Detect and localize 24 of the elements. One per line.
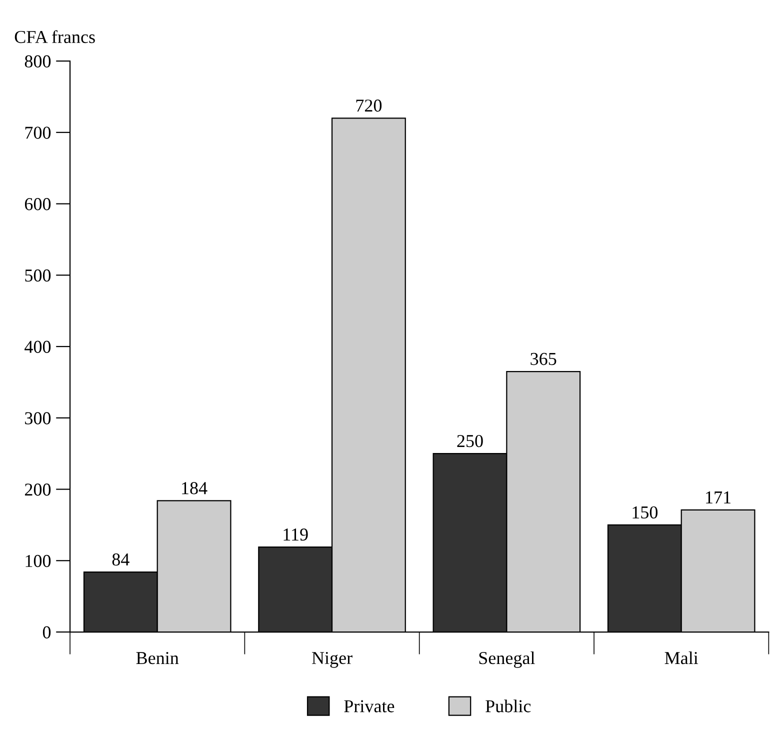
y-tick-label: 100 (26, 554, 51, 568)
y-tick-label: 700 (25, 126, 51, 139)
x-tick-label: Niger (312, 652, 352, 668)
data-label: 250 (457, 434, 483, 448)
y-tick-label: 0 (42, 626, 51, 638)
data-label: 171 (706, 491, 730, 504)
data-label: 119 (284, 528, 308, 541)
data-label: 84 (112, 553, 130, 566)
data-label: 365 (530, 352, 556, 366)
x-tick-label: Benin (136, 652, 179, 664)
legend-label: Public (486, 700, 531, 712)
y-axis-title: CFA francs (14, 30, 95, 44)
x-tick-label: Senegal (479, 651, 535, 668)
y-tick-label: 400 (24, 340, 51, 353)
y-tick-label: 500 (25, 269, 51, 282)
y-tick-label: 800 (24, 55, 51, 68)
legend-label: Private (344, 700, 394, 712)
y-tick-label: 600 (24, 198, 51, 210)
y-tick-label: 300 (25, 412, 51, 424)
data-label: 720 (356, 100, 382, 112)
y-tick-label: 200 (24, 484, 51, 496)
data-label: 184 (182, 482, 208, 494)
data-label: 150 (632, 506, 658, 519)
x-tick-label: Mali (664, 651, 698, 664)
